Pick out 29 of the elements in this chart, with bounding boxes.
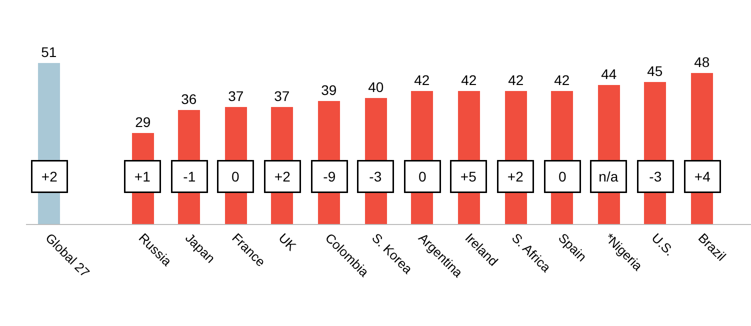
annotation: +2 bbox=[41, 168, 58, 184]
data-label: 40 bbox=[368, 79, 384, 95]
annotation: -1 bbox=[183, 168, 196, 184]
data-label: 29 bbox=[135, 114, 151, 130]
annotation: +5 bbox=[460, 168, 477, 184]
data-label: 36 bbox=[181, 91, 197, 107]
data-label: 42 bbox=[554, 72, 570, 88]
data-label: 42 bbox=[414, 72, 430, 88]
annotation: +4 bbox=[694, 168, 711, 184]
data-label: 37 bbox=[274, 88, 290, 104]
annotation: 0 bbox=[418, 168, 426, 184]
data-label: 42 bbox=[508, 72, 524, 88]
data-label: 48 bbox=[694, 54, 710, 70]
annotation: -3 bbox=[649, 168, 662, 184]
data-label: 51 bbox=[41, 44, 57, 60]
annotation: +2 bbox=[274, 168, 291, 184]
annotation: -9 bbox=[323, 168, 336, 184]
data-label: 44 bbox=[601, 66, 617, 82]
annotation: n/a bbox=[598, 168, 618, 184]
annotation: +2 bbox=[507, 168, 524, 184]
data-label: 37 bbox=[228, 88, 244, 104]
annotation: -3 bbox=[369, 168, 382, 184]
data-label: 42 bbox=[461, 72, 477, 88]
x-tick-label: UK bbox=[276, 230, 300, 254]
annotation: 0 bbox=[558, 168, 566, 184]
data-label: 39 bbox=[321, 82, 337, 98]
annotation: +1 bbox=[134, 168, 151, 184]
annotation: 0 bbox=[232, 168, 240, 184]
data-label: 45 bbox=[647, 63, 663, 79]
